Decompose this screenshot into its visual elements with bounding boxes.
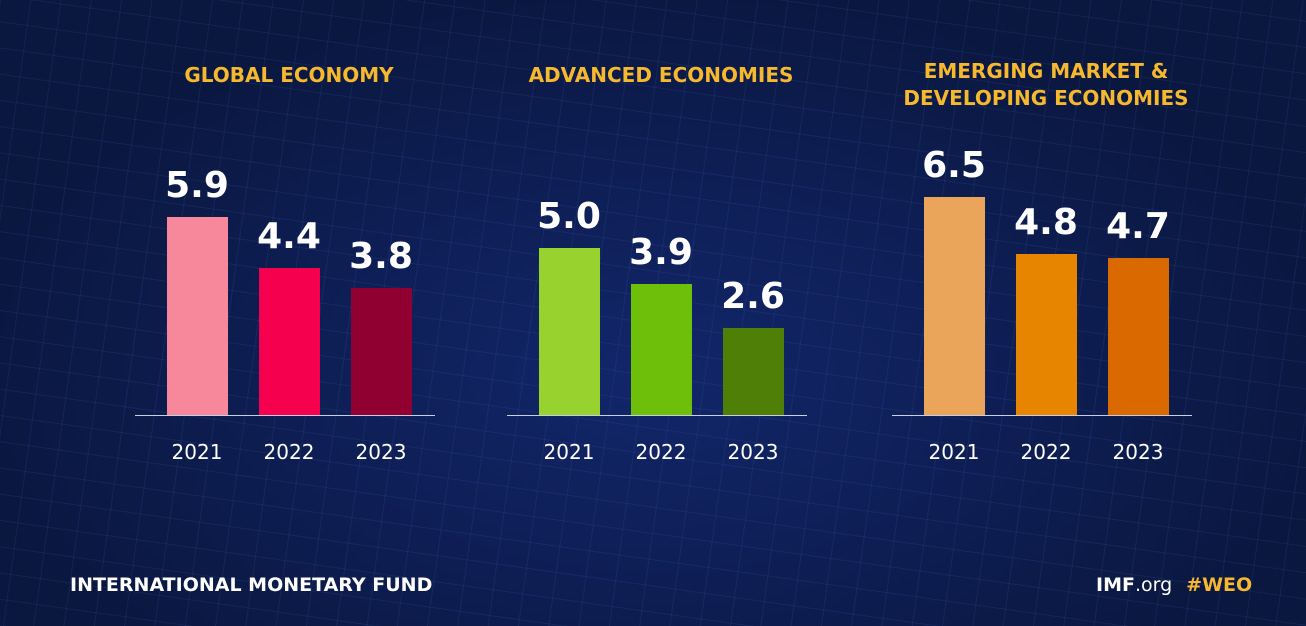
bar xyxy=(539,247,600,415)
bar xyxy=(723,327,784,415)
chart-title: EMERGING MARKET & DEVELOPING ECONOMIES xyxy=(903,59,1189,110)
value-label: 3.9 xyxy=(629,232,693,274)
x-tick-label: 2021 xyxy=(543,440,595,464)
value-label: 4.8 xyxy=(1014,202,1078,244)
bar xyxy=(351,287,412,415)
hashtag: #WEO xyxy=(1186,574,1253,596)
x-tick-label: 2022 xyxy=(635,440,687,464)
bar xyxy=(259,267,320,415)
x-tick-label: 2023 xyxy=(1112,440,1164,464)
x-tick-label: 2021 xyxy=(928,440,980,464)
site-light: .org xyxy=(1134,574,1173,596)
value-label: 5.0 xyxy=(537,195,601,237)
bar xyxy=(1016,254,1077,415)
x-tick-label: 2022 xyxy=(263,440,315,464)
value-label: 2.6 xyxy=(721,275,785,317)
x-tick-label: 2022 xyxy=(1020,440,1072,464)
baseline xyxy=(892,415,1192,416)
value-label: 5.9 xyxy=(165,165,229,207)
bar xyxy=(924,197,985,415)
baseline xyxy=(507,415,807,416)
x-tick-label: 2023 xyxy=(727,440,779,464)
value-label: 4.7 xyxy=(1106,205,1170,247)
organization: INTERNATIONAL MONETARY FUND xyxy=(70,574,433,596)
baseline xyxy=(135,415,435,416)
x-tick-label: 2023 xyxy=(355,440,407,464)
value-label: 6.5 xyxy=(922,145,986,187)
bar xyxy=(1108,257,1169,415)
value-label: 3.8 xyxy=(349,235,413,277)
site-bold: IMF xyxy=(1096,574,1135,596)
x-tick-label: 2021 xyxy=(171,440,223,464)
chart-title: ADVANCED ECONOMIES xyxy=(528,63,794,87)
bar xyxy=(167,217,228,415)
bar xyxy=(631,284,692,415)
chart-title: GLOBAL ECONOMY xyxy=(184,63,394,87)
value-label: 4.4 xyxy=(257,215,321,257)
site: IMF.org #WEO xyxy=(1096,574,1252,596)
